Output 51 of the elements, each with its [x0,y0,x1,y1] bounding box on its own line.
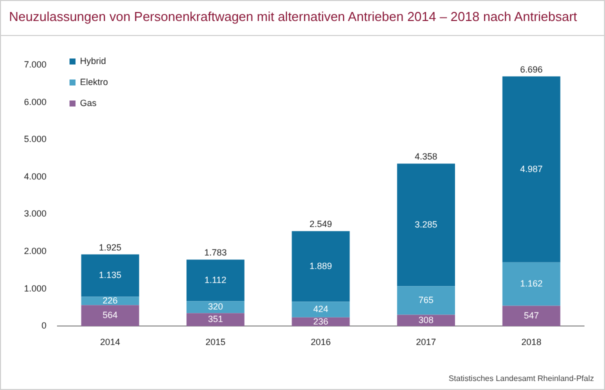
data-label: 424 [313,304,328,314]
data-label: 1.135 [98,270,122,280]
text: Statistisches Landesamt Rheinland-Pfalz [448,374,594,383]
x-tick-label: 2015 [205,337,226,348]
data-label: 4.987 [520,164,543,174]
bar [292,302,350,318]
legend-label: Hybrid [80,56,106,66]
x-tick-label: 2018 [521,337,542,348]
total-label: 4.358 [414,152,438,162]
y-tick-label: 2.000 [24,246,47,256]
total-label: 2.549 [309,219,332,230]
bar [292,231,350,302]
bar [186,260,244,302]
data-label: 3.285 [414,219,438,230]
data-label: 1.889 [309,260,332,271]
bar [186,301,244,314]
data-label: 564 [102,310,118,320]
total-label: 1.783 [204,248,227,258]
bar [397,286,456,315]
y-tick-label: 4.000 [24,171,47,182]
x-tick-label: 2014 [100,337,120,348]
legend-label: Gas [80,98,98,108]
data-label: 308 [418,314,434,325]
bar [397,314,456,326]
bar [81,254,140,297]
y-tick-label: 7.000 [24,59,47,70]
bar [397,164,456,286]
data-label: 547 [524,310,539,320]
bar [81,305,140,326]
bar [502,76,560,262]
y-tick-label: 1.000 [24,283,47,294]
bar [502,262,560,306]
total-label: 6.696 [520,64,543,74]
x-tick-label: 2017 [416,337,436,348]
x-tick-label: 2016 [310,337,331,348]
legend-label: Elektro [80,76,108,87]
data-label: 1.112 [204,274,226,285]
data-label: 351 [208,314,223,324]
data-label: 226 [102,295,118,306]
chart-title: Neuzulassungen von Personenkraftwagen mit alternativen Antrieben 2014 – 2018 nach Antriebsart [9,9,578,24]
data-label: 320 [208,302,223,312]
y-tick-label: 5.000 [24,134,47,144]
y-tick-label: 3.000 [24,208,47,219]
y-tick-label: 6.000 [24,96,47,107]
data-label: 765 [418,294,434,305]
data-label: 1.162 [520,278,543,289]
total-label: 1.925 [98,242,122,252]
bar [186,313,244,326]
bar [502,306,560,326]
data-label: 236 [313,316,328,326]
y-tick-label: 0 [42,320,47,331]
